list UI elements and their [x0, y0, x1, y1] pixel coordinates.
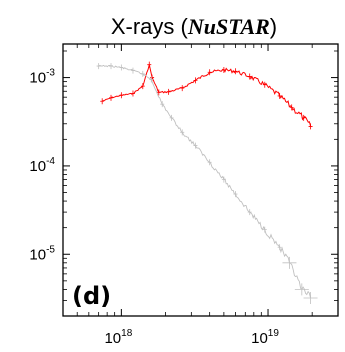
data-point: [247, 209, 252, 216]
data-point: [119, 64, 124, 71]
data-point: [301, 114, 306, 121]
data-point: [282, 256, 297, 269]
data-point: [140, 83, 145, 90]
data-point: [233, 191, 238, 198]
data-point: [130, 90, 135, 97]
data-point: [233, 68, 238, 75]
data-point: [147, 61, 152, 68]
data-point: [180, 129, 185, 136]
data-point: [109, 94, 114, 101]
data-point: [277, 244, 282, 251]
data-point: [130, 67, 135, 74]
y-tick-label: 10-5: [29, 244, 55, 263]
data-point: [262, 226, 267, 233]
data-point: [277, 92, 282, 99]
x-tick-label: 1018: [104, 328, 132, 347]
series-line-2: [98, 64, 312, 299]
panel-label: (d): [72, 282, 111, 310]
data-point: [207, 69, 212, 76]
data-point: [100, 98, 105, 105]
x-tick-label: 1019: [251, 328, 279, 347]
data-point: [193, 142, 198, 149]
data-point: [169, 114, 174, 121]
chart-title: X-rays (NuSTAR): [111, 14, 277, 39]
data-point: [156, 89, 161, 96]
y-tick-label: 10-3: [29, 68, 55, 87]
data-point: [180, 85, 185, 92]
data-point: [149, 76, 154, 83]
y-tick-label: 10-4: [29, 156, 55, 175]
data-point: [119, 92, 124, 99]
data-point: [193, 77, 198, 84]
plot-frame: [62, 43, 339, 317]
series-line-1: [102, 64, 312, 127]
data-point: [109, 63, 114, 70]
data-point: [247, 73, 252, 80]
data-point: [294, 283, 309, 296]
data-point: [96, 63, 101, 70]
data-point: [289, 104, 294, 111]
data-point: [303, 291, 318, 304]
data-point: [140, 70, 145, 77]
data-point: [262, 81, 267, 88]
data-point: [221, 66, 226, 73]
data-point: [160, 101, 165, 108]
data-point: [221, 176, 226, 183]
data-point: [166, 88, 171, 95]
data-point: [207, 159, 212, 166]
data-point: [308, 123, 313, 130]
